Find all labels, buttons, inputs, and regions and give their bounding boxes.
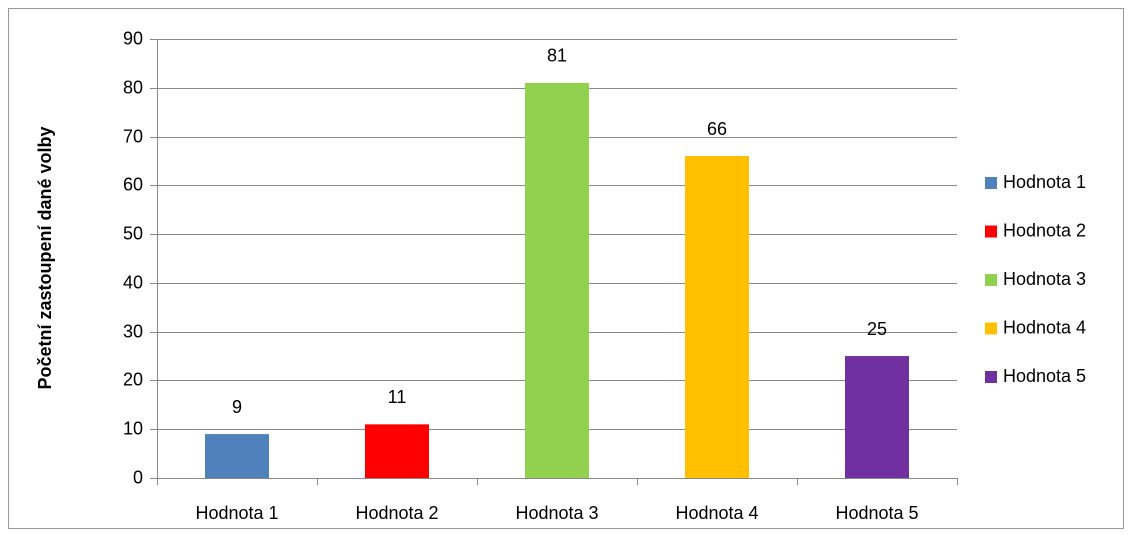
legend-label: Hodnota 5 <box>1003 366 1086 386</box>
x-tick-label: Hodnota 2 <box>355 503 438 523</box>
x-tick-label: Hodnota 3 <box>515 503 598 523</box>
x-tick-label: Hodnota 4 <box>675 503 758 523</box>
y-axis-label: Početní zastoupení dané volby <box>35 126 55 389</box>
y-tick-label: 10 <box>123 418 143 438</box>
y-tick-label: 70 <box>123 126 143 146</box>
y-tick-label: 50 <box>123 223 143 243</box>
bar <box>205 434 269 478</box>
bar <box>365 424 429 478</box>
data-label: 25 <box>867 319 887 339</box>
bar <box>525 82 589 479</box>
y-tick-label: 20 <box>123 369 143 389</box>
y-tick-label: 90 <box>123 28 143 48</box>
legend-label: Hodnota 2 <box>1003 220 1086 240</box>
y-tick-label: 80 <box>123 77 143 97</box>
legend-swatch <box>985 371 997 383</box>
bar <box>845 356 909 478</box>
data-label: 9 <box>232 397 242 417</box>
data-label: 81 <box>547 46 567 66</box>
legend-label: Hodnota 3 <box>1003 269 1086 289</box>
y-tick-label: 40 <box>123 272 143 292</box>
data-label: 66 <box>707 119 727 139</box>
x-tick-label: Hodnota 5 <box>835 503 918 523</box>
data-label: 11 <box>388 387 407 407</box>
legend-swatch <box>985 322 997 335</box>
legend-swatch <box>985 177 997 189</box>
legend-label: Hodnota 4 <box>1003 317 1086 337</box>
bar <box>685 156 749 479</box>
y-tick-label: 30 <box>123 321 143 341</box>
legend-label: Hodnota 1 <box>1003 172 1086 192</box>
y-tick-label: 0 <box>133 467 143 487</box>
legend-swatch <box>985 274 997 286</box>
y-tick-label: 60 <box>123 174 143 194</box>
x-tick-label: Hodnota 1 <box>195 503 278 523</box>
legend-swatch <box>985 225 997 238</box>
